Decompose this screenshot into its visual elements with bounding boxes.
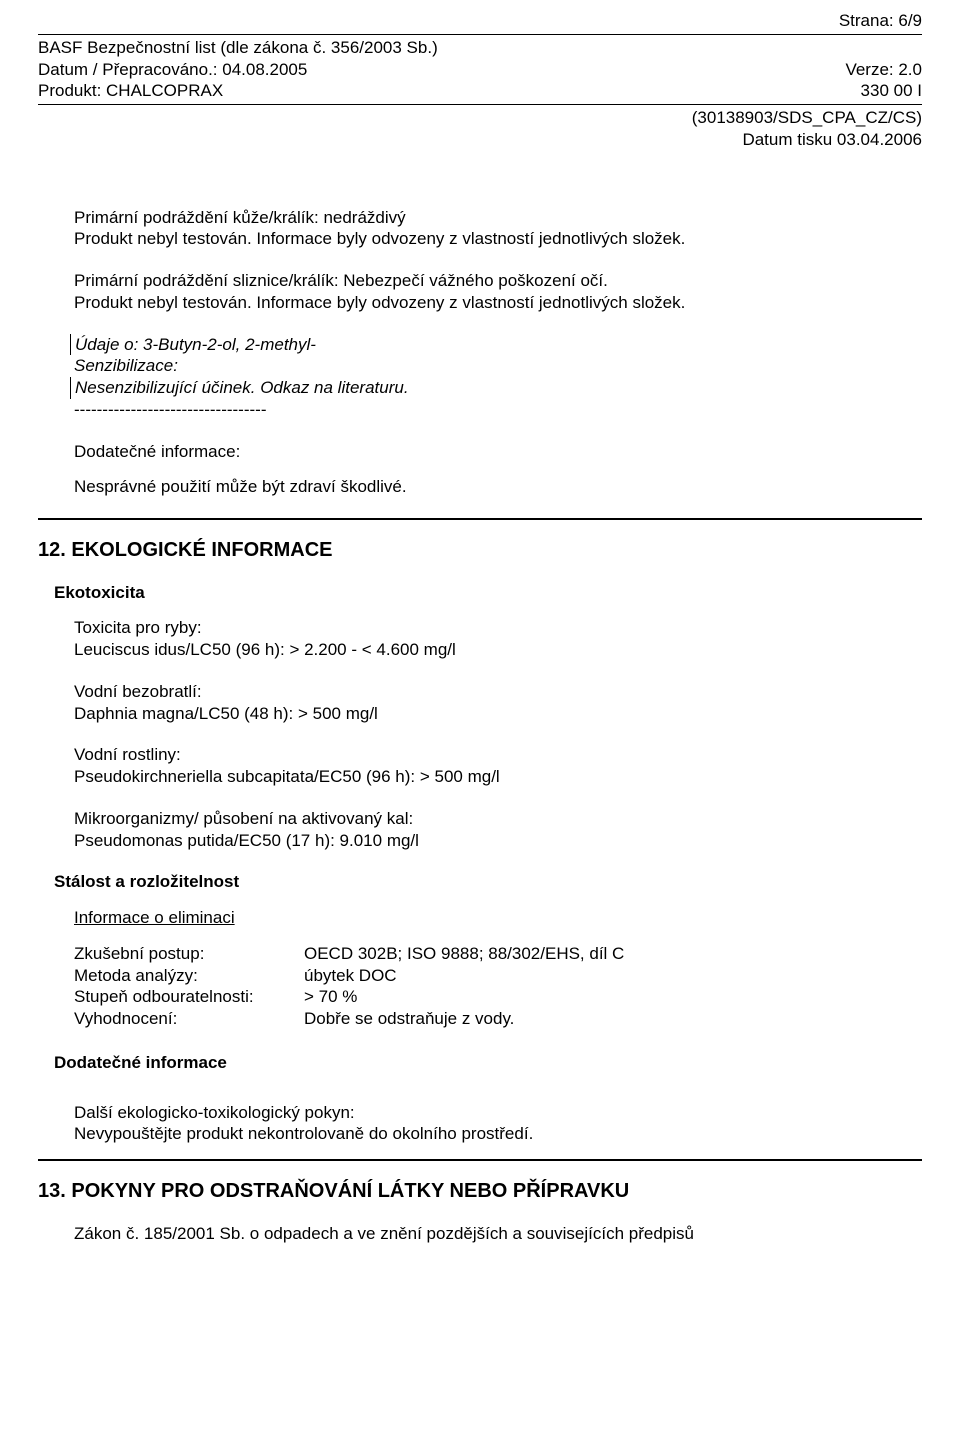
- microorganisms-value: Pseudomonas putida/EC50 (17 h): 9.010 mg…: [74, 830, 922, 852]
- microorganisms-label: Mikroorganizmy/ působení na aktivovaný k…: [74, 808, 922, 830]
- header-rule-bottom: [38, 104, 922, 105]
- mucosa-irritation-line2: Produkt nebyl testován. Informace byly o…: [74, 292, 912, 314]
- section-12: 12. EKOLOGICKÉ INFORMACE Ekotoxicita Tox…: [38, 538, 922, 1145]
- page-number: Strana: 6/9: [839, 10, 922, 32]
- header-left-line2: Datum / Přepracováno.: 04.08.2005: [38, 59, 438, 81]
- mucosa-irritation-line1: Primární podráždění sliznice/králík: Neb…: [74, 270, 912, 292]
- elimination-info-heading: Informace o eliminaci: [74, 907, 922, 929]
- invertebrates-value: Daphnia magna/LC50 (48 h): > 500 mg/l: [74, 703, 922, 725]
- section-12-title: 12. EKOLOGICKÉ INFORMACE: [38, 538, 922, 564]
- additional-info-label: Dodatečné informace:: [74, 441, 912, 463]
- section-rule-13: [38, 1159, 922, 1161]
- header-code1: 330 00 I: [845, 80, 922, 102]
- sensitization-label: Senzibilizace:: [74, 355, 912, 377]
- kv-analysis-method-val: úbytek DOC: [304, 965, 922, 987]
- kv-evaluation-key: Vyhodnocení:: [74, 1008, 304, 1030]
- sensitization-effect: Nesenzibilizující účinek. Odkaz na liter…: [70, 377, 409, 399]
- header-left-line1: BASF Bezpečnostní list (dle zákona č. 35…: [38, 37, 438, 59]
- skin-irritation-line1: Primární podráždění kůže/králík: nedrážd…: [74, 207, 912, 229]
- kv-test-procedure-key: Zkušební postup:: [74, 943, 304, 965]
- header-rule-top: [38, 34, 922, 35]
- sensitization-substance: Údaje o: 3-Butyn-2-ol, 2-methyl-: [70, 334, 316, 356]
- additional-info-heading: Dodatečné informace: [54, 1052, 922, 1074]
- section-13-title: 13. POKYNY PRO ODSTRAŇOVÁNÍ LÁTKY NEBO P…: [38, 1179, 922, 1205]
- kv-evaluation-val: Dobře se odstraňuje z vody.: [304, 1008, 922, 1030]
- eco-pointer-line1: Další ekologicko-toxikologický pokyn:: [74, 1102, 922, 1124]
- fish-toxicity-value: Leuciscus idus/LC50 (96 h): > 2.200 - < …: [74, 639, 922, 661]
- header-print-date: Datum tisku 03.04.2006: [692, 129, 922, 151]
- invertebrates-label: Vodní bezobratlí:: [74, 681, 922, 703]
- additional-info-text: Nesprávné použití může být zdraví škodli…: [74, 476, 912, 498]
- doc-header: Strana: 6/9 BASF Bezpečnostní list (dle …: [38, 10, 922, 151]
- section-13-law: Zákon č. 185/2001 Sb. o odpadech a ve zn…: [74, 1223, 922, 1245]
- plants-label: Vodní rostliny:: [74, 744, 922, 766]
- kv-degradability-val: > 70 %: [304, 986, 922, 1008]
- header-sds-code: (30138903/SDS_CPA_CZ/CS): [692, 107, 922, 129]
- section-rule-12: [38, 518, 922, 520]
- skin-irritation-line2: Produkt nebyl testován. Informace byly o…: [74, 228, 912, 250]
- kv-analysis-method-key: Metoda analýzy:: [74, 965, 304, 987]
- fish-toxicity-label: Toxicita pro ryby:: [74, 617, 922, 639]
- kv-test-procedure-val: OECD 302B; ISO 9888; 88/302/EHS, díl C: [304, 943, 922, 965]
- header-version: Verze: 2.0: [845, 59, 922, 81]
- dashes: ----------------------------------: [74, 399, 912, 421]
- persistence-heading: Stálost a rozložitelnost: [54, 871, 922, 893]
- header-left-line3: Produkt: CHALCOPRAX: [38, 80, 438, 102]
- body-content: Primární podráždění kůže/králík: nedrážd…: [38, 207, 922, 499]
- section-13: 13. POKYNY PRO ODSTRAŇOVÁNÍ LÁTKY NEBO P…: [38, 1179, 922, 1244]
- elimination-table: Zkušební postup: OECD 302B; ISO 9888; 88…: [74, 943, 922, 1030]
- ecotoxicity-heading: Ekotoxicita: [54, 582, 922, 604]
- eco-pointer-line2: Nevypouštějte produkt nekontrolovaně do …: [74, 1123, 922, 1145]
- plants-value: Pseudokirchneriella subcapitata/EC50 (96…: [74, 766, 922, 788]
- kv-degradability-key: Stupeň odbouratelnosti:: [74, 986, 304, 1008]
